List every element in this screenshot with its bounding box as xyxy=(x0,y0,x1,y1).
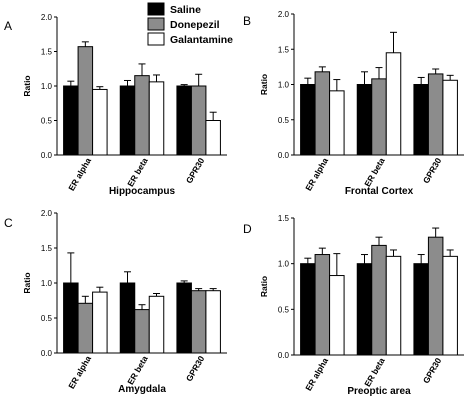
bar-d-er-alpha-saline xyxy=(300,263,316,356)
legend-swatch-donepezil xyxy=(147,17,165,31)
bar-b-er-beta-saline xyxy=(356,84,373,156)
bar-d-gpr30-donepezil xyxy=(427,236,444,356)
y-tick-label-d: 1.5 xyxy=(278,214,290,223)
category-label-c-er-alpha: ER alpha xyxy=(66,354,93,391)
category-label-a-gpr30: GPR30 xyxy=(184,156,207,185)
y-tick-label-d: 1.0 xyxy=(278,260,290,269)
chart-panel-d: D 0.0 0.5 1.0 1.5 Ratio ER alpha ER beta GPR30 Pr… xyxy=(243,214,464,397)
bar-a-er-alpha-saline xyxy=(63,85,79,156)
y-tick-label-c: 1.5 xyxy=(41,244,53,253)
category-label-b-gpr30: GPR30 xyxy=(421,156,444,185)
bar-c-gpr30-galantamine xyxy=(205,290,221,354)
y-tick-label-a: 0.5 xyxy=(41,117,53,126)
bar-a-er-beta-donepezil xyxy=(134,75,150,156)
bar-b-er-alpha-saline xyxy=(300,84,316,156)
legend-item-galantamine: Galantamine xyxy=(147,32,233,46)
panel-letter-c: C xyxy=(4,216,13,230)
category-label-b-er-beta: ER beta xyxy=(362,156,387,189)
bar-b-er-alpha-galantamine xyxy=(329,90,345,156)
y-axis-label-b: Ratio xyxy=(259,74,269,95)
bar-c-er-beta-donepezil xyxy=(134,309,150,354)
chart-panel-c: C 0.0 0.5 1.0 1.5 2.0 Ratio ER alpha ER beta GPR3… xyxy=(4,209,227,395)
bar-a-gpr30-saline xyxy=(176,85,192,156)
category-label-a-er-beta: ER beta xyxy=(125,156,150,189)
legend-swatch-saline xyxy=(147,2,165,16)
bar-a-er-alpha-galantamine xyxy=(92,88,108,156)
bar-b-gpr30-galantamine xyxy=(442,79,458,156)
bar-a-gpr30-galantamine xyxy=(205,120,221,156)
legend-label-donepezil: Donepezil xyxy=(170,19,220,31)
y-tick-label-d: 0.5 xyxy=(278,305,290,314)
category-label-d-er-beta: ER beta xyxy=(362,356,387,389)
y-tick-label-b: 1.0 xyxy=(278,81,290,90)
y-tick-label-a: 2.0 xyxy=(41,13,53,22)
legend-item-donepezil: Donepezil xyxy=(147,17,220,31)
y-tick-label-c: 0.0 xyxy=(41,349,53,358)
y-tick-label-a: 1.5 xyxy=(41,48,53,57)
panel-letter-b: B xyxy=(243,14,251,28)
y-tick-label-b: 0.0 xyxy=(278,151,290,160)
bar-b-er-beta-donepezil xyxy=(371,78,387,156)
y-tick-label-b: 2.0 xyxy=(278,10,290,19)
y-tick-label-c: 0.5 xyxy=(41,314,53,323)
bar-d-gpr30-saline xyxy=(413,263,429,356)
bar-a-gpr30-donepezil xyxy=(190,85,207,156)
bar-d-er-beta-donepezil xyxy=(371,244,387,356)
bar-c-er-beta-saline xyxy=(119,282,136,354)
bar-c-er-alpha-donepezil xyxy=(77,302,94,354)
bar-a-er-beta-saline xyxy=(119,85,136,156)
bar-a-er-alpha-donepezil xyxy=(77,46,94,156)
legend-item-saline: Saline xyxy=(147,2,201,16)
category-label-b-er-alpha: ER alpha xyxy=(303,156,330,193)
bar-b-er-alpha-donepezil xyxy=(314,71,331,156)
legend: Saline Donepezil Galantamine xyxy=(147,2,233,46)
category-label-c-er-beta: ER beta xyxy=(125,354,150,387)
y-tick-label-a: 0.0 xyxy=(41,151,53,160)
bar-a-er-beta-galantamine xyxy=(148,81,165,156)
bar-d-er-alpha-donepezil xyxy=(314,254,331,356)
bar-c-gpr30-saline xyxy=(176,282,192,354)
y-axis-label-c: Ratio xyxy=(22,272,32,293)
y-tick-label-d: 0.0 xyxy=(278,351,290,360)
chart-panels: A 0.0 0.5 1.0 1.5 2.0 Ratio ER alpha ER beta GPR3… xyxy=(4,10,464,397)
legend-label-galantamine: Galantamine xyxy=(170,34,233,46)
y-tick-label-b: 0.5 xyxy=(278,116,290,125)
panel-letter-d: D xyxy=(243,222,252,236)
y-tick-label-a: 1.0 xyxy=(41,82,53,91)
bar-c-er-alpha-galantamine xyxy=(92,291,108,354)
x-axis-title-d: Preoptic area xyxy=(347,386,411,397)
x-axis-title-b: Frontal Cortex xyxy=(345,186,414,197)
legend-swatch-galantamine xyxy=(147,32,165,46)
category-label-d-gpr30: GPR30 xyxy=(421,356,444,385)
y-axis-label-d: Ratio xyxy=(259,276,269,297)
bar-d-gpr30-galantamine xyxy=(442,255,458,356)
y-tick-label-b: 1.5 xyxy=(278,45,290,54)
bar-d-er-beta-saline xyxy=(356,263,373,356)
category-label-d-er-alpha: ER alpha xyxy=(303,356,330,393)
category-label-c-gpr30: GPR30 xyxy=(184,354,207,383)
y-tick-label-c: 1.0 xyxy=(41,279,53,288)
bar-b-gpr30-saline xyxy=(413,84,429,156)
y-tick-label-c: 2.0 xyxy=(41,209,53,218)
x-axis-title-c: Amygdala xyxy=(118,384,166,395)
panel-letter-a: A xyxy=(4,19,12,33)
bar-c-gpr30-donepezil xyxy=(190,290,207,354)
bar-b-er-beta-galantamine xyxy=(385,52,402,156)
bar-d-er-beta-galantamine xyxy=(385,255,402,356)
chart-panel-b: B 0.0 0.5 1.0 1.5 2.0 Ratio ER alpha ER beta GPR3… xyxy=(243,10,464,197)
y-axis-label-a: Ratio xyxy=(22,75,32,96)
bar-d-er-alpha-galantamine xyxy=(329,275,345,356)
bar-b-gpr30-donepezil xyxy=(427,73,444,156)
x-axis-title-a: Hippocampus xyxy=(109,186,176,197)
category-label-a-er-alpha: ER alpha xyxy=(66,156,93,193)
bar-c-er-beta-galantamine xyxy=(148,295,165,354)
bar-c-er-alpha-saline xyxy=(63,282,79,354)
legend-label-saline: Saline xyxy=(170,4,201,16)
